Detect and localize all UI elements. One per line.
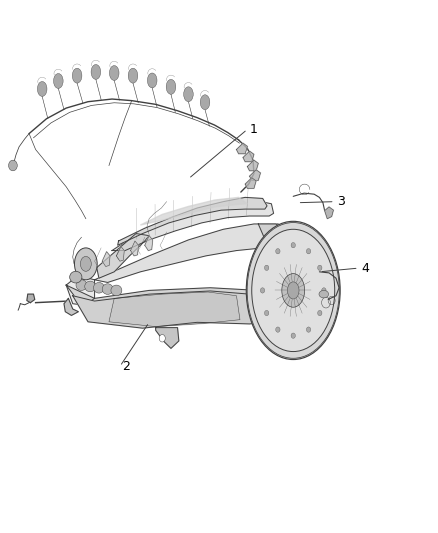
Ellipse shape [200,95,210,110]
Polygon shape [102,252,110,266]
Circle shape [265,310,269,316]
Circle shape [307,327,311,332]
Polygon shape [287,229,301,293]
Circle shape [260,288,265,293]
Polygon shape [66,285,292,326]
Polygon shape [112,201,274,251]
Circle shape [318,265,322,270]
Polygon shape [258,224,289,252]
Text: 2: 2 [122,360,130,373]
Circle shape [159,335,165,342]
Polygon shape [141,197,247,225]
Circle shape [322,288,326,293]
Ellipse shape [128,68,138,83]
Text: 3: 3 [337,195,345,208]
Text: 4: 4 [361,262,369,274]
Ellipse shape [252,229,335,352]
Polygon shape [145,236,152,251]
Ellipse shape [148,73,157,88]
Ellipse shape [70,271,82,283]
Text: 1: 1 [250,123,258,136]
Circle shape [9,160,17,171]
Circle shape [291,333,295,338]
Ellipse shape [91,64,101,79]
Ellipse shape [110,66,119,80]
Circle shape [276,327,280,332]
Ellipse shape [319,290,328,298]
Polygon shape [27,294,35,303]
Polygon shape [66,277,95,305]
Polygon shape [245,177,256,188]
Polygon shape [237,143,247,154]
Polygon shape [88,257,96,272]
Ellipse shape [74,248,97,280]
Ellipse shape [166,79,176,94]
Polygon shape [97,233,149,278]
Ellipse shape [37,82,47,96]
Polygon shape [109,292,240,327]
Ellipse shape [287,282,299,299]
Circle shape [307,248,311,254]
Polygon shape [325,207,333,219]
Ellipse shape [81,256,91,271]
Polygon shape [155,328,179,349]
Polygon shape [117,246,124,261]
Circle shape [318,310,322,316]
Polygon shape [73,291,288,328]
Ellipse shape [184,87,193,102]
Circle shape [265,265,269,270]
Polygon shape [64,298,78,316]
Circle shape [276,248,280,254]
Ellipse shape [85,281,95,292]
Circle shape [291,243,295,248]
Ellipse shape [93,282,104,293]
Polygon shape [243,151,254,162]
Ellipse shape [53,74,63,88]
Polygon shape [95,224,297,282]
Ellipse shape [111,285,122,296]
Ellipse shape [72,68,82,83]
Polygon shape [131,241,138,256]
Ellipse shape [102,284,113,294]
Polygon shape [250,169,261,180]
Ellipse shape [282,273,305,307]
Ellipse shape [246,221,340,360]
Polygon shape [247,160,258,171]
Polygon shape [118,197,267,245]
Ellipse shape [76,280,87,290]
